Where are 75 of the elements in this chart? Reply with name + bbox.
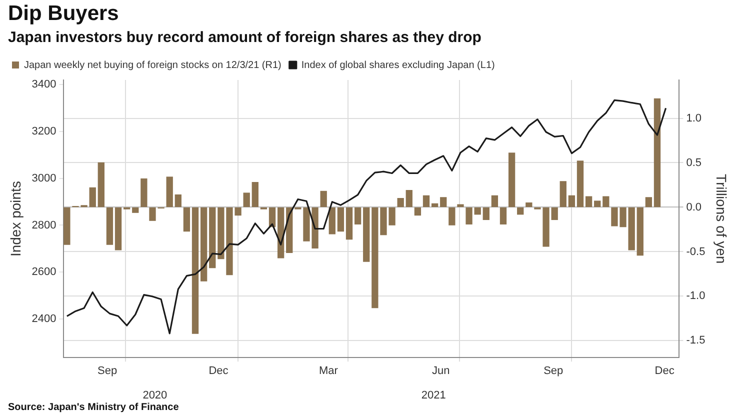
bar [406,190,412,208]
bar [132,207,139,213]
bar [594,200,601,208]
x-tick-label: Mar [319,365,338,378]
x-tick-label: Dec [654,365,675,378]
bar [192,207,199,334]
bar [602,196,610,208]
x-tick-label: Dec [208,365,229,378]
bar [320,190,327,208]
bar [457,204,464,208]
bar [568,195,576,208]
y-axis-title: Index points [7,181,24,257]
y2-axis-title: Trillions of yen [714,174,730,264]
bar [431,203,438,208]
bar [397,198,404,208]
y-tick-label: 2600 [32,266,56,278]
bar [440,197,447,208]
x2-tick-label: 2020 [142,389,168,402]
bar [500,207,507,224]
bar [448,207,456,226]
bar [346,207,353,240]
bar [114,207,122,250]
bar [166,176,173,208]
bar [354,207,362,224]
y-tick-label: 3400 [32,78,56,91]
bar [363,207,370,262]
bar [422,195,430,208]
bar [106,207,114,245]
bar [517,207,524,215]
bar [200,207,208,282]
bar [252,182,258,208]
y2-tick-label: 1.0 [686,112,702,124]
source-note: Source: Japan's Ministry of Finance [8,402,179,413]
bar [576,160,584,208]
bar [474,207,481,215]
legend-label: Japan weekly net buying of foreign stocks on 12/3/21 (R1) [24,60,282,71]
y2-tick-label: 0.5 [686,156,702,169]
bar [64,207,70,245]
bar [174,194,182,208]
y-tick-label: 3000 [32,172,56,184]
bar [466,207,472,224]
bar [98,162,104,208]
y2-tick-label: 0.0 [686,201,702,214]
bar [482,207,490,220]
chart-title: Dip Buyers [8,2,119,26]
bar [645,197,652,208]
bar [636,207,644,256]
bar [628,207,635,250]
y2-tick-label: -1.5 [686,334,706,347]
bar [491,195,498,208]
bar [183,207,190,232]
y-tick-label: 3200 [32,126,56,138]
bar [209,207,216,268]
bar [337,207,344,232]
x2-tick-label: 2021 [421,389,446,402]
bar [526,202,532,208]
chart-subtitle: Japan investors buy record amount of foreign shares as they drop [8,29,482,46]
y-tick-label: 2400 [32,312,56,325]
y2-tick-label: -1.0 [686,290,706,302]
x-tick-label: Sep [97,365,118,378]
y-tick-label: 2800 [32,219,56,232]
bar [551,207,558,220]
y2-tick-label: -0.5 [686,246,706,258]
bar [89,187,96,208]
bar [585,196,592,208]
bar [328,207,336,234]
bar [414,207,422,216]
bar [654,98,661,208]
bar [508,152,516,208]
bar [243,192,250,208]
bar [560,181,566,208]
x-tick-label: Jun [432,365,450,378]
legend-label: Index of global shares excluding Japan (L1) [301,60,495,71]
bar [140,178,148,208]
x-tick-label: Sep [544,365,564,378]
